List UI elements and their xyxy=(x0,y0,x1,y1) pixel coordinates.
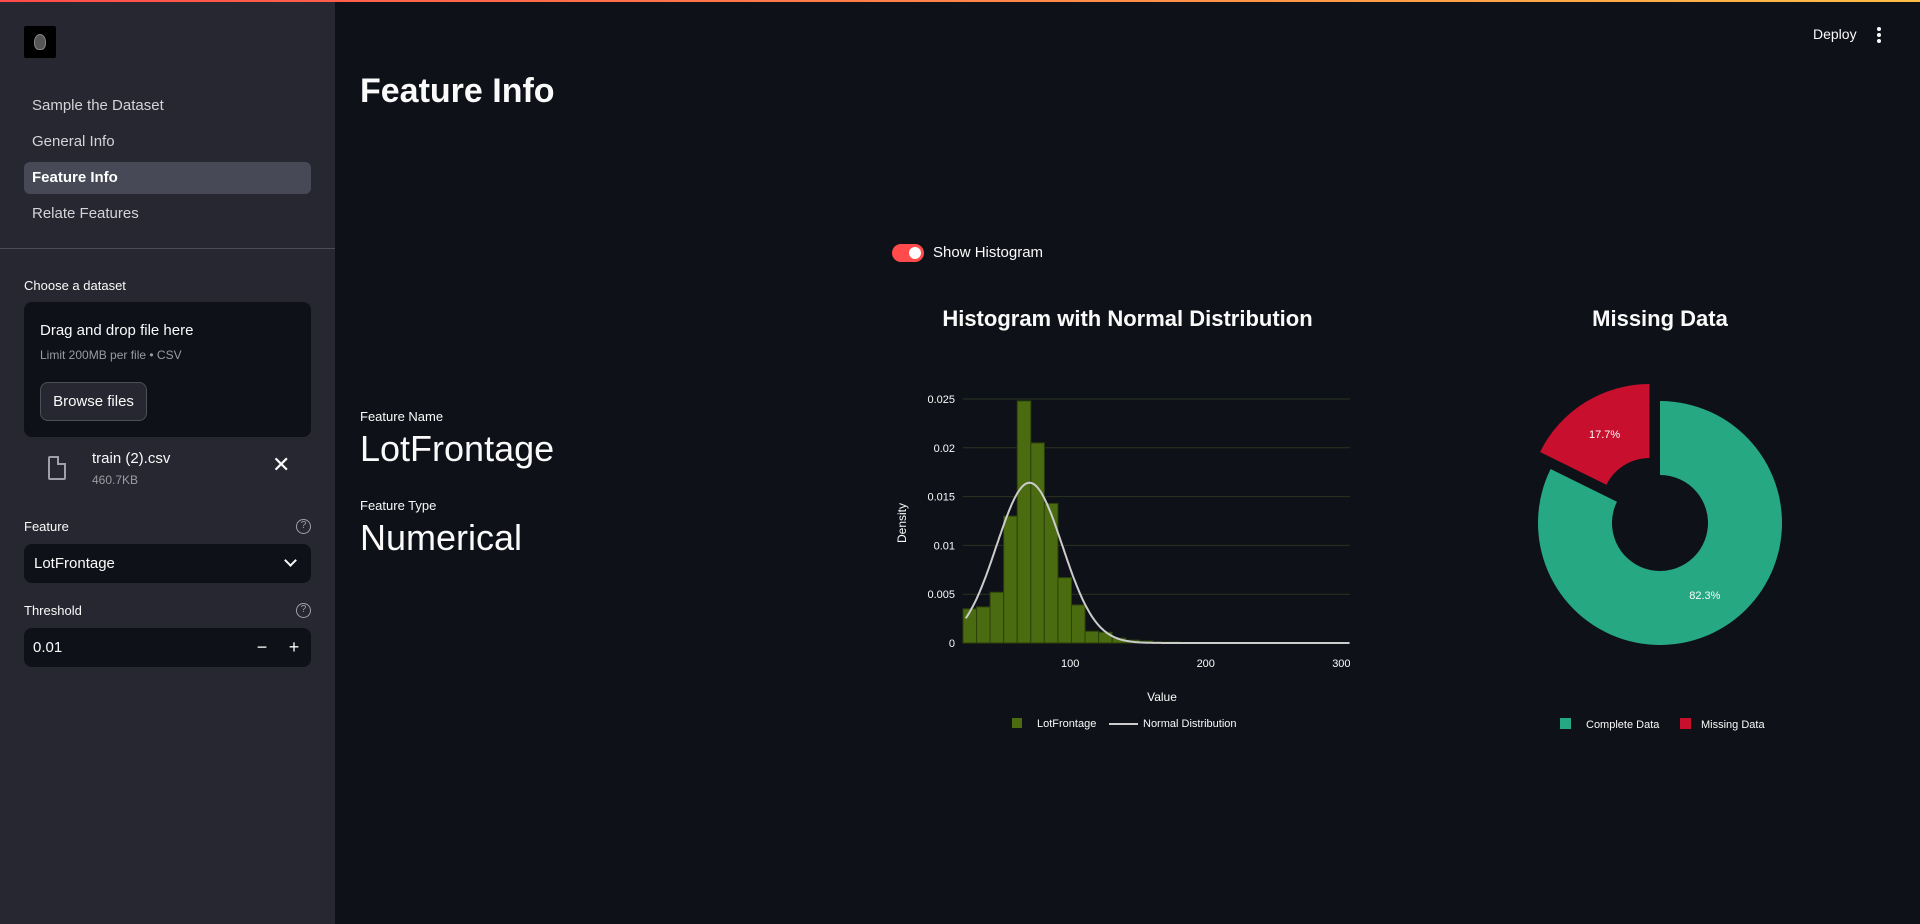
missing-data-donut-chart: 82.3% 17.7% Complete Data Missing Data xyxy=(1538,384,1782,731)
legend-swatch-complete xyxy=(1560,718,1571,729)
file-name: train (2).csv xyxy=(92,450,171,467)
dropzone-limit: Limit 200MB per file • CSV xyxy=(40,348,182,362)
decrement-button[interactable]: − xyxy=(256,637,268,657)
top-accent-line xyxy=(0,0,1920,2)
sidebar-nav: Sample the Dataset General Info Feature … xyxy=(24,90,311,234)
threshold-number-input: − + xyxy=(24,628,311,667)
chevron-down-icon xyxy=(284,554,297,567)
y-axis-label: Density xyxy=(895,503,909,543)
donut-slice-complete xyxy=(1538,401,1782,645)
threshold-help-icon[interactable]: ? xyxy=(296,603,311,618)
feature-select[interactable]: LotFrontage xyxy=(24,544,311,583)
nav-item-relate-features[interactable]: Relate Features xyxy=(32,205,139,222)
legend-swatch-lotfrontage xyxy=(1012,718,1022,728)
sidebar-divider xyxy=(0,248,335,249)
deploy-button[interactable]: Deploy xyxy=(1813,26,1857,42)
histogram-bars xyxy=(962,400,1181,644)
x-tick-label: 100 xyxy=(1061,658,1079,670)
y-tick-label: 0 xyxy=(949,638,955,650)
legend-label-complete: Complete Data xyxy=(1586,719,1660,731)
slice-label-complete: 82.3% xyxy=(1689,590,1720,602)
browse-files-button[interactable]: Browse files xyxy=(40,382,147,421)
threshold-label: Threshold xyxy=(24,603,82,618)
y-tick-label: 0.005 xyxy=(927,589,955,601)
x-tick-label: 200 xyxy=(1197,658,1215,670)
feature-help-icon[interactable]: ? xyxy=(296,519,311,534)
nav-item-sample-dataset[interactable]: Sample the Dataset xyxy=(32,97,164,114)
histogram-bar xyxy=(1070,604,1086,644)
histogram-bar xyxy=(976,606,991,644)
feature-type-value: Numerical xyxy=(360,517,523,558)
page-title: Feature Info xyxy=(360,72,555,110)
histogram-bar xyxy=(1003,515,1018,644)
histogram-bar xyxy=(962,608,978,644)
histogram-chart: 0 0.005 0.01 0.015 0.02 0.025 100 200 300 Value… xyxy=(895,394,1350,730)
remove-file-close-icon[interactable]: ✕ xyxy=(272,452,291,477)
feature-label: Feature xyxy=(24,519,69,534)
histogram-bar xyxy=(1030,442,1045,644)
histogram-bar xyxy=(989,591,1005,644)
uploaded-file: train (2).csv 460.7KB ✕ xyxy=(24,444,311,496)
feature-name-label: Feature Name xyxy=(360,409,444,424)
histogram-title: Histogram with Normal Distribution xyxy=(942,306,1313,331)
histogram-bar xyxy=(1057,577,1072,644)
nav-item-general-info[interactable]: General Info xyxy=(32,133,115,150)
legend-label-missing: Missing Data xyxy=(1701,719,1765,731)
legend-swatch-missing xyxy=(1680,718,1691,729)
x-axis-label: Value xyxy=(1147,690,1177,704)
normal-distribution-line xyxy=(964,481,1350,644)
y-tick-label: 0.015 xyxy=(927,492,955,504)
donut-slice-missing xyxy=(1540,384,1650,485)
legend-label-lotfrontage: LotFrontage xyxy=(1037,718,1096,730)
slice-label-missing: 17.7% xyxy=(1589,429,1620,441)
histogram-bar xyxy=(1043,502,1059,644)
y-tick-label: 0.02 xyxy=(934,443,955,455)
missing-data-title: Missing Data xyxy=(1592,306,1728,331)
increment-button[interactable]: + xyxy=(288,637,300,657)
file-uploader-dropzone[interactable]: Drag and drop file here Limit 200MB per … xyxy=(24,302,311,437)
y-axis-ticks: 0 0.005 0.01 0.015 0.02 0.025 xyxy=(927,394,955,650)
threshold-input[interactable] xyxy=(24,628,234,667)
dropzone-title: Drag and drop file here xyxy=(40,322,194,339)
app-logo xyxy=(24,26,56,58)
dataset-label: Choose a dataset xyxy=(24,278,126,293)
file-icon xyxy=(48,456,66,480)
main-menu-icon[interactable] xyxy=(1876,27,1882,43)
feature-type-label: Feature Type xyxy=(360,498,437,513)
histogram-bar xyxy=(1084,630,1100,644)
feature-select-value: LotFrontage xyxy=(34,555,115,572)
legend-label-normal: Normal Distribution xyxy=(1143,718,1237,730)
show-histogram-label: Show Histogram xyxy=(933,244,1044,261)
histogram-bar xyxy=(1016,400,1032,644)
y-tick-label: 0.01 xyxy=(934,540,955,552)
y-tick-label: 0.025 xyxy=(927,394,955,406)
show-histogram-toggle[interactable] xyxy=(892,244,924,262)
x-axis-ticks: 100 200 300 xyxy=(1061,658,1350,670)
feature-name-value: LotFrontage xyxy=(360,428,555,469)
nav-item-feature-info[interactable]: Feature Info xyxy=(24,162,311,194)
file-size: 460.7KB xyxy=(92,473,139,487)
x-tick-label: 300 xyxy=(1332,658,1350,670)
sidebar: Sample the Dataset General Info Feature … xyxy=(0,0,335,924)
